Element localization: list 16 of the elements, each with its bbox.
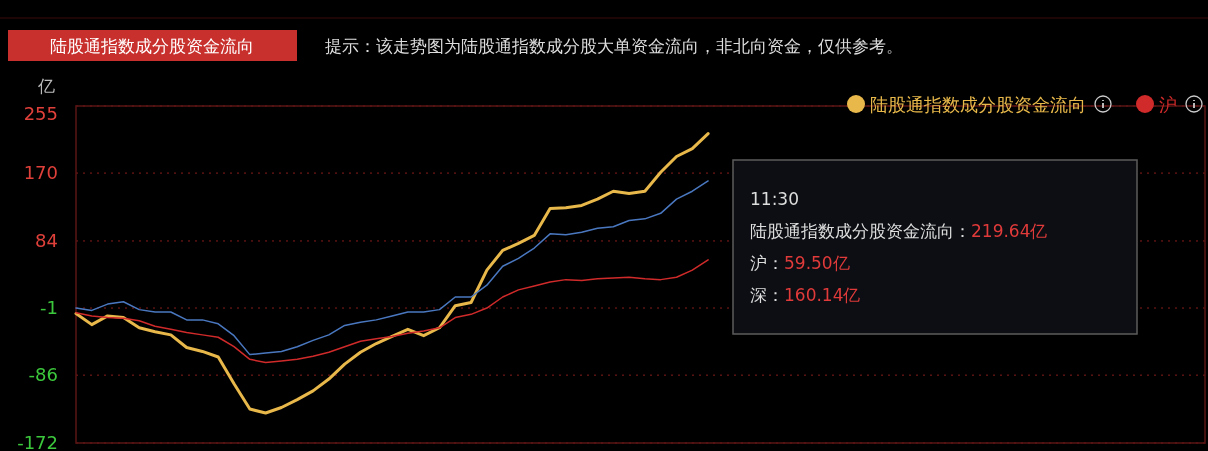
y-tick-label: 170 [23, 162, 58, 184]
title: 陆股通指数成分股资金流向 [8, 30, 297, 61]
y-tick-label: -1 [40, 297, 58, 319]
legend-label: 陆股通指数成分股资金流向 [870, 94, 1086, 115]
y-tick-label: 255 [23, 103, 58, 124]
annotation: 深：160.14亿 [750, 285, 861, 305]
subtitle: 提示：该走势图为陆股通指数成分股大单资金流向，非北向资金，仅供参考。 [325, 36, 903, 56]
annotation: 11:30 [750, 189, 799, 209]
annotation: 陆股通指数成分股资金流向：219.64亿 [750, 221, 1048, 241]
y-tick-label: 84 [35, 229, 58, 251]
y-tick-label: -172 [17, 432, 58, 451]
chart-title: 陆股通指数成分股资金流向 [50, 36, 254, 56]
legend-label: 沪 [1159, 94, 1177, 115]
y-tick-label: -86 [28, 364, 58, 386]
ylabel: 亿 [38, 76, 55, 96]
annotation: 沪：59.50亿 [750, 253, 850, 273]
